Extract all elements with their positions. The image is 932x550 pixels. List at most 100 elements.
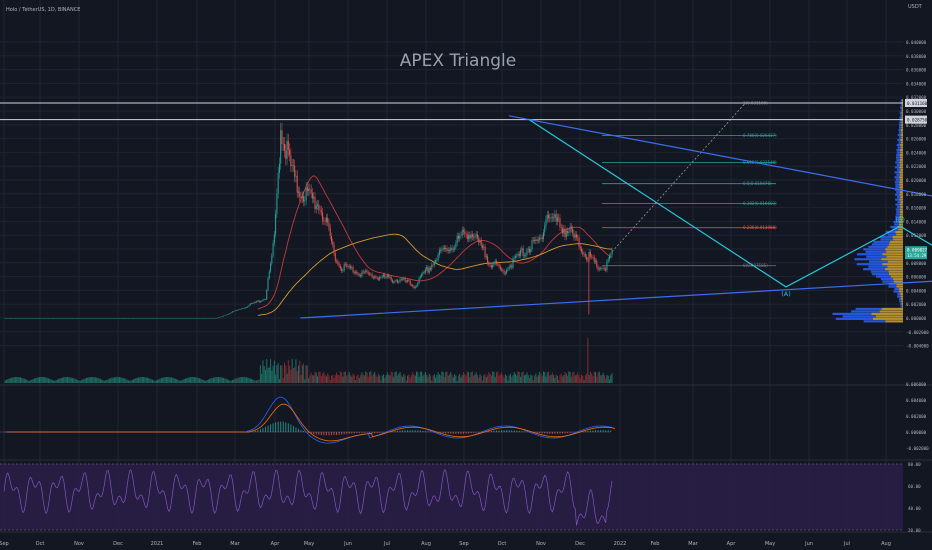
macd-histogram-bar: [346, 432, 348, 434]
candle-body: [426, 267, 428, 270]
volume-bar: [135, 378, 137, 383]
volume-bar: [323, 371, 325, 383]
volume-bar: [218, 377, 220, 383]
candle-body: [202, 318, 204, 319]
volume-bar: [14, 377, 16, 383]
volume-bar: [127, 380, 129, 383]
candle-body: [561, 228, 563, 234]
candle-body: [596, 260, 598, 267]
candle-body: [419, 276, 421, 278]
volume-bar: [343, 371, 345, 383]
fib-level-label: 0.5(0.019476): [743, 181, 772, 186]
wave-lines: (A)(B)(C)(D)(E): [528, 118, 932, 298]
volume-bar: [55, 380, 57, 383]
rsi-tick-label: 60.00: [908, 484, 921, 489]
volume-bar: [361, 372, 363, 383]
volume-bar: [507, 380, 509, 383]
candle-body: [541, 237, 543, 240]
candle-body: [111, 318, 113, 319]
macd-histogram-bar: [262, 428, 264, 432]
volume-bar: [169, 377, 171, 383]
volume-bar: [18, 377, 20, 383]
candle-body: [54, 318, 56, 319]
profile-bar-gold: [886, 250, 903, 253]
candle-body: [375, 276, 377, 278]
macd-histogram-bar: [394, 431, 396, 432]
volume-bar: [23, 378, 25, 383]
volume-bar: [106, 379, 108, 383]
candle-body: [177, 318, 179, 319]
candle-body: [22, 318, 24, 319]
profile-bar-blue: [895, 161, 900, 164]
macd-histogram-bar: [508, 430, 510, 432]
time-tick-label: Dec: [575, 541, 585, 547]
price-unit: USDT: [908, 4, 923, 10]
candle-body: [330, 236, 332, 242]
volume-bar: [69, 377, 71, 383]
macd-histogram-bar: [259, 429, 261, 432]
candle-body: [60, 318, 62, 319]
candle-body: [522, 248, 524, 256]
chart-title: APEX Triangle: [400, 51, 516, 71]
volume-bar: [390, 371, 392, 383]
candle-body: [220, 316, 222, 318]
candle-body: [380, 277, 382, 278]
candle-body: [516, 255, 518, 257]
candle-body: [569, 226, 571, 232]
volume-bar: [522, 371, 524, 383]
candle-body: [416, 285, 418, 287]
profile-bar-blue: [896, 163, 901, 166]
volume-bar: [508, 375, 510, 383]
volume-bar: [261, 373, 263, 383]
profile-bar-blue: [887, 233, 897, 236]
candle-body: [42, 318, 44, 319]
candle-body: [14, 318, 16, 319]
macd-histogram-bar: [503, 430, 505, 432]
candle-body: [231, 311, 233, 313]
candle-body: [555, 214, 557, 222]
profile-bar-blue: [895, 183, 900, 186]
volume-bar: [98, 378, 100, 383]
volume-bar: [450, 372, 452, 383]
macd-histogram-bar: [475, 432, 477, 433]
price-tick-label: 0.006000: [906, 275, 927, 280]
candle-body: [352, 267, 354, 273]
candle-body: [328, 222, 330, 228]
volume-bar: [400, 375, 402, 383]
profile-bar-blue: [900, 106, 902, 109]
macd-histogram-bar: [488, 431, 490, 432]
macd-histogram-bar: [600, 430, 602, 432]
volume-bar: [162, 377, 164, 383]
candle-body: [251, 303, 253, 304]
volume-bar: [17, 377, 19, 383]
volume-bar: [91, 377, 93, 383]
volume-bar: [561, 376, 563, 383]
candle-body: [129, 318, 131, 319]
profile-bar-gold: [899, 208, 903, 211]
volume-bar: [49, 378, 51, 383]
candle-body: [399, 279, 401, 282]
candle-body: [68, 318, 70, 319]
volume-bar: [330, 375, 332, 383]
profile-bar-gold: [900, 138, 903, 142]
profile-bar-blue: [894, 287, 900, 291]
price-tick-label: 0.032000: [906, 95, 927, 100]
volume-bar: [290, 369, 292, 383]
profile-bar-gold: [886, 255, 903, 258]
candle-body: [395, 280, 397, 281]
volume-bar: [275, 374, 277, 383]
time-tick-label: Jun: [804, 541, 813, 547]
candle-body: [277, 172, 279, 194]
volume-bar: [167, 377, 169, 383]
candle-body: [369, 273, 371, 275]
candle-body: [449, 249, 451, 251]
candle-body: [306, 187, 308, 191]
candle-body: [396, 280, 398, 283]
macd-histogram-bar: [341, 432, 343, 435]
profile-bar-blue: [894, 223, 900, 226]
candle-body: [545, 219, 547, 226]
volume-bar: [173, 378, 175, 383]
candle-body: [197, 318, 199, 319]
volume-bar: [315, 372, 317, 383]
candle-body: [188, 318, 190, 319]
